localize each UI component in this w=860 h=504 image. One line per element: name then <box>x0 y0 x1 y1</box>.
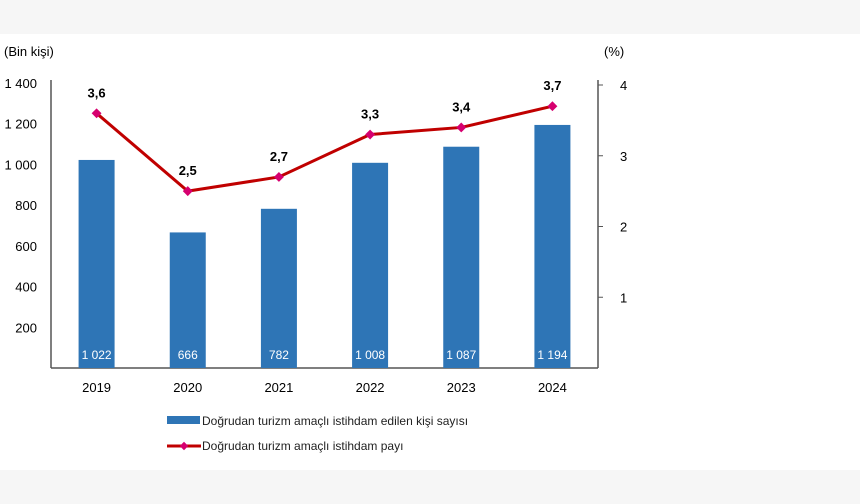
y-left-tick: 1 400 <box>4 76 37 91</box>
bar-data-label: 1 008 <box>355 348 385 362</box>
y-left-tick: 1 000 <box>4 157 37 172</box>
line-data-label: 2,5 <box>179 163 197 178</box>
bar-2019 <box>78 159 115 368</box>
x-tick: 2019 <box>82 380 111 395</box>
bar-data-label: 666 <box>178 348 198 362</box>
bar-2022 <box>352 162 389 368</box>
x-tick: 2020 <box>173 380 202 395</box>
bar-2021 <box>260 208 297 368</box>
share-line <box>95 104 553 193</box>
y-left-tick: 1 200 <box>4 117 37 132</box>
line-data-label: 3,6 <box>88 85 106 100</box>
line-point-2019 <box>91 108 102 119</box>
y-left-tick: 800 <box>15 198 37 213</box>
y-right-tick: 1 <box>620 290 627 305</box>
bar-2020 <box>169 232 206 368</box>
bar-data-label: 1 087 <box>446 348 476 362</box>
y-right-label: (%) <box>604 44 624 59</box>
bar-2023 <box>443 146 480 368</box>
y-left-tick: 600 <box>15 239 37 254</box>
line-data-label: 3,4 <box>452 99 471 114</box>
x-tick: 2021 <box>264 380 293 395</box>
x-tick: 2023 <box>447 380 476 395</box>
line-data-label: 2,7 <box>270 149 288 164</box>
line-data-label: 3,7 <box>543 78 561 93</box>
x-tick: 2022 <box>356 380 385 395</box>
legend-bar-swatch <box>167 416 200 424</box>
line-point-2023 <box>456 122 467 133</box>
y-left-tick: 200 <box>15 320 37 335</box>
legend-bar-label: Doğrudan turizm amaçlı istihdam edilen k… <box>202 414 468 428</box>
line-point-2020 <box>182 186 193 197</box>
line-point-2022 <box>365 129 376 140</box>
x-tick: 2024 <box>538 380 567 395</box>
y-left-tick: 400 <box>15 280 37 295</box>
top-band <box>0 0 860 34</box>
legend-line-marker <box>179 441 189 451</box>
y-left-label: (Bin kişi) <box>4 44 54 59</box>
bar-2024 <box>534 124 571 368</box>
bottom-band <box>0 470 860 504</box>
y-right-tick: 2 <box>620 220 627 235</box>
y-right-tick: 4 <box>620 78 627 93</box>
line-point-2021 <box>273 172 284 182</box>
line-point-2024 <box>547 101 558 112</box>
legend-line-label: Doğrudan turizm amaçlı istihdam payı <box>202 439 403 453</box>
bar-data-label: 1 022 <box>82 348 112 362</box>
y-right-tick: 3 <box>620 149 627 164</box>
line-data-label: 3,3 <box>361 107 379 122</box>
bar-data-label: 782 <box>269 348 289 362</box>
bar-data-label: 1 194 <box>537 348 567 362</box>
